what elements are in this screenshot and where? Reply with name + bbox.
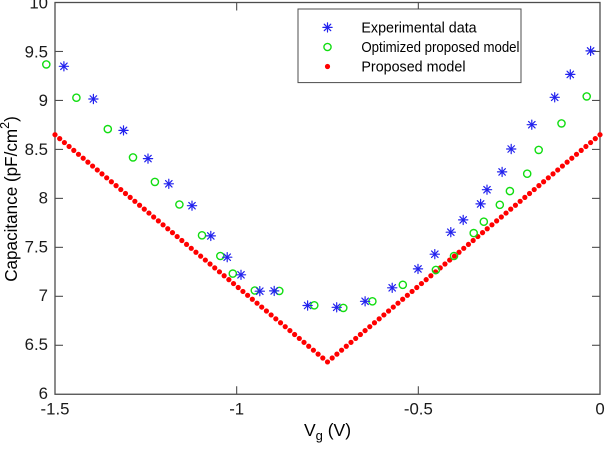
svg-text:-1: -1 — [229, 400, 244, 419]
svg-text:Proposed model: Proposed model — [361, 60, 465, 76]
svg-text:Vg (V): Vg (V) — [304, 420, 351, 443]
svg-text:8: 8 — [39, 189, 48, 208]
svg-text:Experimental data: Experimental data — [361, 21, 476, 37]
svg-text:-1.5: -1.5 — [41, 400, 70, 419]
svg-text:10: 10 — [29, 0, 48, 13]
svg-text:9: 9 — [39, 91, 48, 110]
svg-text:6.5: 6.5 — [25, 335, 48, 354]
svg-text:Capacitance (pF/cm2): Capacitance (pF/cm2) — [0, 116, 21, 282]
svg-text:7: 7 — [39, 286, 48, 305]
svg-text:8.5: 8.5 — [25, 140, 48, 159]
svg-text:0: 0 — [595, 400, 604, 419]
svg-text:Optimized proposed model: Optimized proposed model — [361, 40, 519, 56]
svg-text:9.5: 9.5 — [25, 43, 48, 62]
svg-text:-0.5: -0.5 — [404, 400, 433, 419]
svg-text:7.5: 7.5 — [25, 238, 48, 257]
